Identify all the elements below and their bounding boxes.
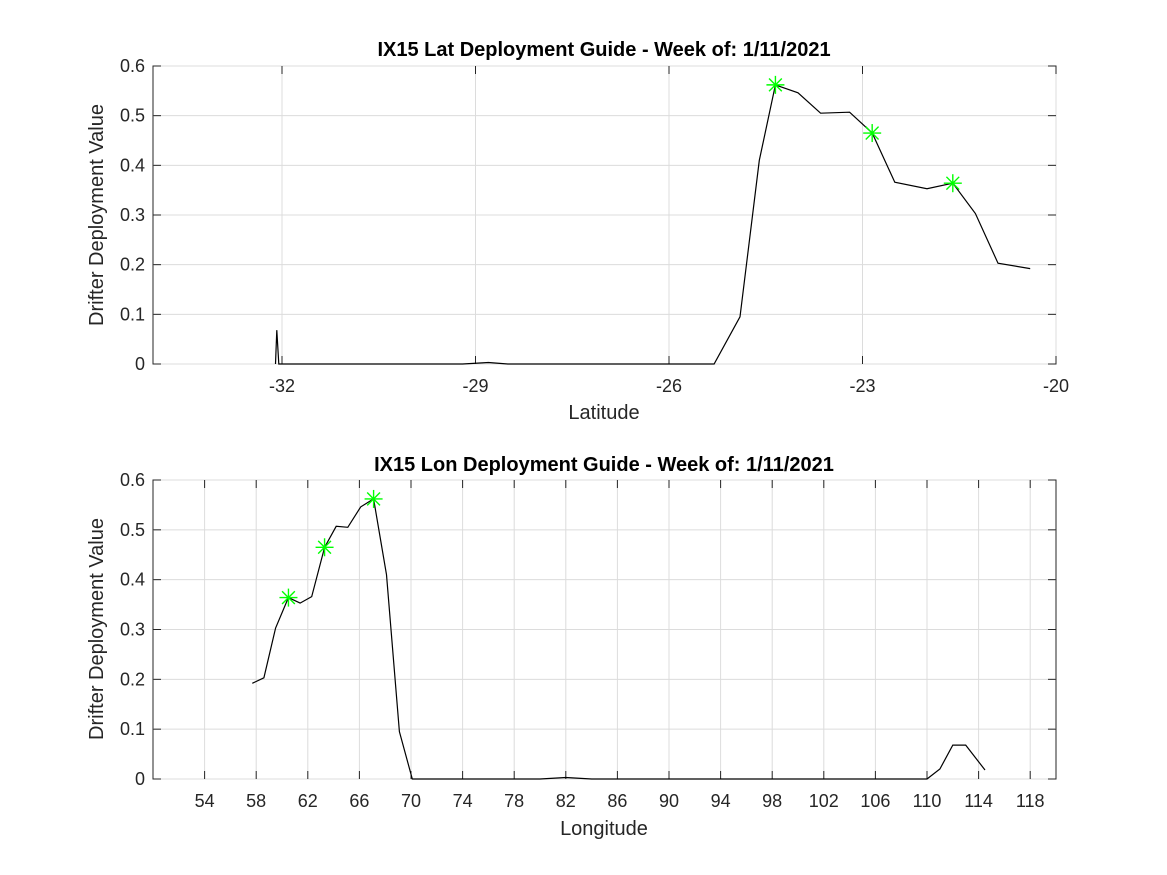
lat-x-axis-label: Latitude <box>568 402 639 424</box>
lon-y-tick-label: 0.2 <box>120 669 145 689</box>
lon-y-tick-label: 0.1 <box>120 719 145 739</box>
lon-grid <box>153 479 1056 780</box>
lon-x-tick-label: 82 <box>556 791 576 811</box>
lon-y-tick-label: 0.5 <box>120 520 145 540</box>
lon-x-tick-label: 102 <box>809 791 839 811</box>
lon-y-tick-label: 0.4 <box>120 570 145 590</box>
lon-deployment-chart: 54 58 62 66 70 74 78 82 86 90 94 98 102 106 110 114 118 0… <box>86 454 1057 840</box>
lon-y-tick-label: 0 <box>135 769 145 789</box>
asterisk-stroke <box>317 540 332 555</box>
lat-y-tick-label: 0.1 <box>120 304 145 324</box>
lat-y-axis-label: Drifter Deployment Value <box>86 104 108 326</box>
lat-ticks: -32 -29 -26 -23 -20 0 0.1 0.2 0.3 0.4 0.5 0.6 <box>120 56 1069 396</box>
lon-x-tick-label: 90 <box>659 791 679 811</box>
asterisk-stroke <box>768 77 783 92</box>
lat-data-line <box>274 84 1031 365</box>
lon-x-tick-label: 114 <box>964 791 993 811</box>
lat-x-tick-label: -23 <box>849 376 875 396</box>
lat-y-tick-label: 0.2 <box>120 255 145 275</box>
lon-y-axis-label: Drifter Deployment Value <box>86 518 108 740</box>
lon-asterisk-marker <box>279 588 298 607</box>
lon-x-tick-label: 78 <box>504 791 524 811</box>
lon-x-tick-label: 106 <box>860 791 890 811</box>
lat-x-tick-label: -26 <box>656 376 682 396</box>
lat-asterisk-marker <box>766 75 785 94</box>
lon-y-tick-label: 0.3 <box>120 620 145 640</box>
lon-data-line <box>252 497 986 780</box>
lon-ticks: 54 58 62 66 70 74 78 82 86 90 94 98 102 106 110 114 118 0… <box>120 470 1056 811</box>
asterisk-stroke <box>945 176 960 191</box>
asterisk-stroke <box>281 590 296 605</box>
lat-chart-title: IX15 Lat Deployment Guide - Week of: 1/1… <box>377 39 830 61</box>
lon-x-tick-label: 98 <box>762 791 782 811</box>
lon-series <box>252 489 986 780</box>
lon-chart-title: IX15 Lon Deployment Guide - Week of: 1/1… <box>374 454 834 476</box>
lat-y-tick-label: 0.6 <box>120 56 145 76</box>
lon-x-tick-label: 66 <box>349 791 369 811</box>
lat-y-tick-label: 0.5 <box>120 106 145 126</box>
lon-x-axis-label: Longitude <box>560 818 648 840</box>
lon-x-tick-label: 74 <box>453 791 473 811</box>
lon-x-tick-label: 54 <box>195 791 215 811</box>
lat-x-tick-label: -32 <box>269 376 295 396</box>
lon-x-tick-label: 58 <box>246 791 266 811</box>
lon-x-tick-label: 118 <box>1016 791 1045 811</box>
lat-series <box>274 75 1031 365</box>
lon-asterisk-marker <box>315 538 334 557</box>
lat-y-tick-label: 0.4 <box>120 155 145 175</box>
lon-x-tick-label: 110 <box>913 791 942 811</box>
lon-x-tick-label: 94 <box>711 791 731 811</box>
asterisk-stroke <box>366 492 381 506</box>
lat-y-tick-label: 0.3 <box>120 205 145 225</box>
lon-x-tick-label: 86 <box>607 791 627 811</box>
asterisk-stroke <box>865 126 880 140</box>
lon-asterisk-marker <box>364 489 383 508</box>
lon-x-tick-label: 62 <box>298 791 318 811</box>
lat-y-tick-label: 0 <box>135 354 145 374</box>
lat-asterisk-marker <box>943 174 962 193</box>
lat-asterisk-marker <box>863 124 882 143</box>
lon-y-tick-label: 0.6 <box>120 470 145 490</box>
lon-x-tick-label: 70 <box>401 791 421 811</box>
lat-x-tick-label: -29 <box>462 376 488 396</box>
lat-x-tick-label: -20 <box>1043 376 1069 396</box>
lat-deployment-chart: -32 -29 -26 -23 -20 0 0.1 0.2 0.3 0.4 0.5 0.6 IX15 … <box>86 39 1069 424</box>
